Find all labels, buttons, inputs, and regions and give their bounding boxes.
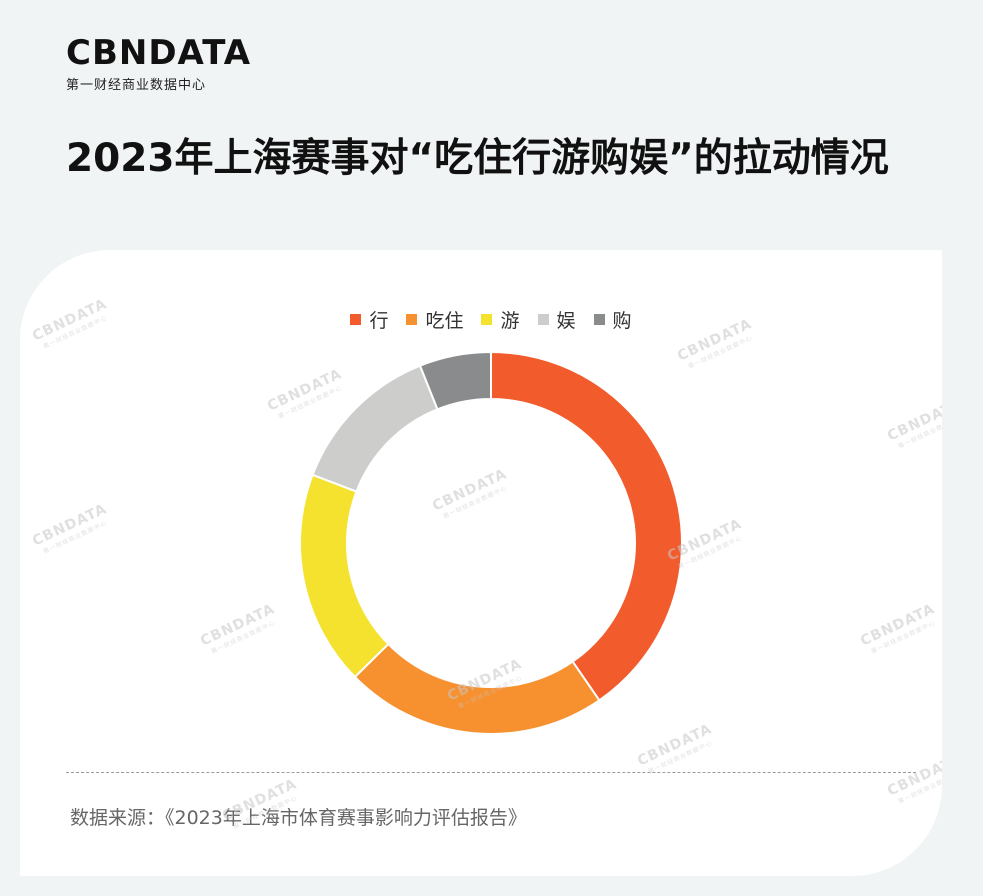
legend-item: 行 [350, 306, 388, 333]
legend-swatch [593, 314, 605, 325]
donut-chart [299, 350, 683, 735]
donut-slice [418, 350, 492, 411]
legend-label: 娱 [556, 310, 576, 332]
legend-swatch [481, 314, 493, 325]
donut-slice [311, 364, 439, 493]
page-title: 2023年上海赛事对“吃住行游购娱”的拉动情况 [66, 136, 889, 181]
donut-slice [299, 473, 390, 679]
legend-item: 娱 [537, 306, 576, 333]
legend-item: 购 [593, 306, 632, 333]
chart-card: 行吃住游娱购 数据来源：《2023年上海市体育赛事影响力评估报告》 CBNDAT… [20, 250, 942, 876]
legend-label: 吃住 [425, 310, 464, 332]
legend-swatch [537, 314, 549, 325]
legend-swatch [350, 314, 362, 325]
legend-item: 游 [481, 306, 520, 333]
legend-label: 购 [612, 310, 632, 332]
brand-name: CBNDATA [66, 33, 252, 73]
legend-item: 吃住 [406, 306, 463, 333]
source-note: 数据来源：《2023年上海市体育赛事影响力评估报告》 [70, 807, 527, 829]
donut-slice [490, 350, 683, 702]
brand-logo: CBNDATA 第一财经商业数据中心 [66, 36, 251, 93]
divider [66, 772, 916, 773]
brand-tagline: 第一财经商业数据中心 [66, 78, 207, 93]
legend-swatch [406, 314, 418, 325]
legend-label: 行 [369, 310, 389, 332]
legend-label: 游 [500, 310, 520, 332]
donut-slice [353, 642, 601, 735]
chart-legend: 行 吃住 游 娱 购 [20, 306, 942, 333]
